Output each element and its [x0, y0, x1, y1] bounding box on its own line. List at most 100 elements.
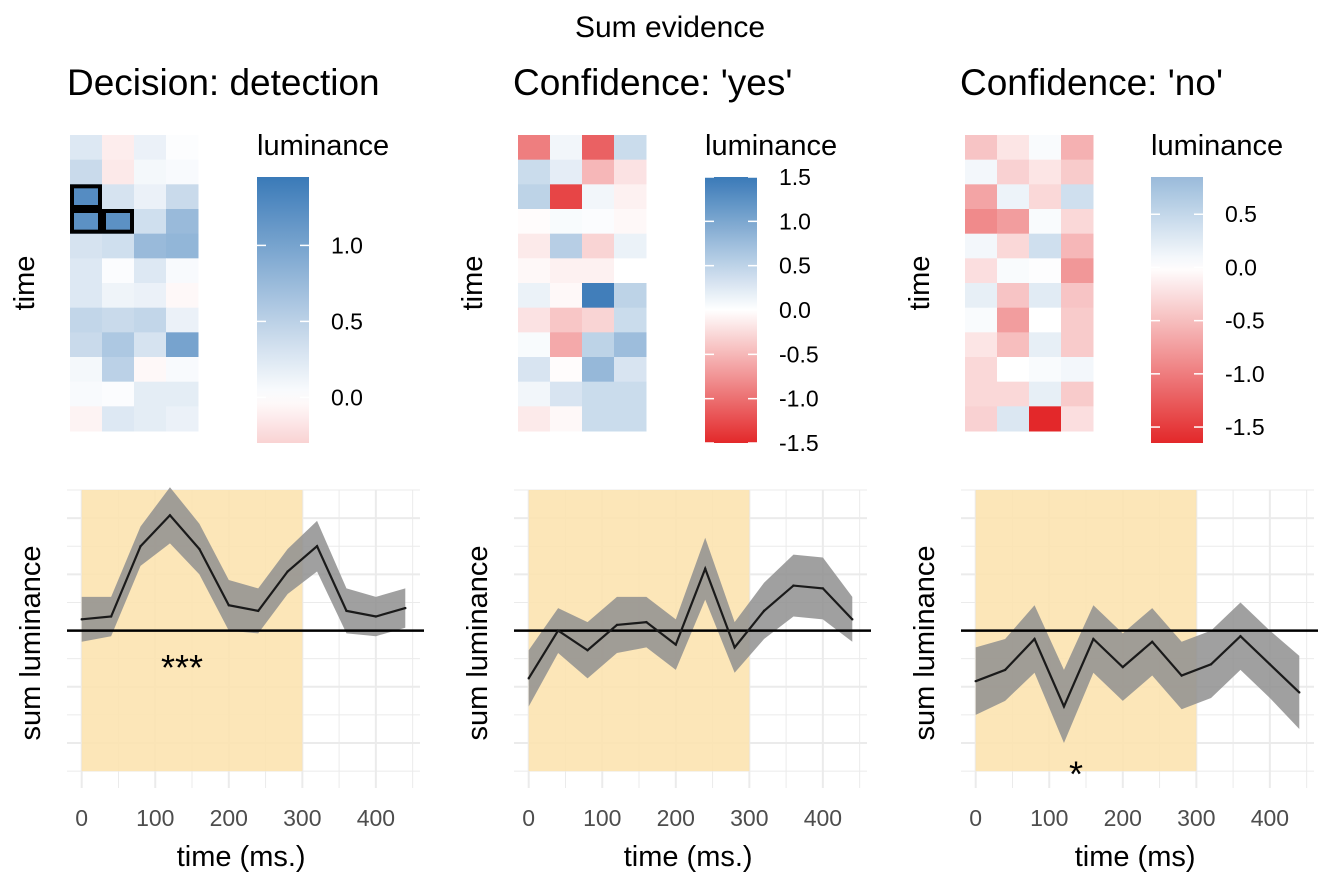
heatmap-cell: [1061, 307, 1094, 333]
panel-title: Decision: detection: [67, 62, 380, 103]
data-point: [674, 643, 677, 646]
x-tick-label: 100: [136, 805, 174, 831]
heatmap-cell: [102, 332, 135, 358]
heatmap-cell: [166, 159, 199, 185]
heatmap-cell: [550, 184, 583, 210]
data-point: [851, 618, 854, 621]
heatmap-cell: [997, 135, 1030, 161]
heatmap-cell: [997, 233, 1030, 259]
heatmap-cell: [1029, 381, 1062, 407]
heatmap-cell: [102, 283, 135, 309]
heatmap-cell: [550, 332, 583, 358]
data-point: [1298, 691, 1301, 694]
x-tick-label: 400: [357, 805, 395, 831]
y-axis-label: sum luminance: [15, 545, 47, 740]
x-axis-label: time (ms.): [624, 841, 753, 873]
legend-tick-label: 0.0: [1225, 254, 1257, 280]
heatmap-cell: [70, 381, 103, 407]
heatmap-cell: [518, 135, 551, 161]
data-point: [1121, 665, 1124, 669]
heatmap-cell: [614, 258, 647, 284]
heatmap-cell: [134, 184, 167, 210]
confidence-ribbon: [528, 537, 853, 707]
heatmap-cell: [1061, 357, 1094, 383]
heatmap-cell: [965, 159, 998, 185]
heatmap-cell: [1029, 209, 1062, 235]
heatmap-cell: [134, 307, 167, 333]
data-point: [792, 584, 795, 587]
heatmap-cell: [582, 258, 615, 284]
heatmap-panel-0: Decision: detection time luminance 1.0 0.5 0.…: [9, 62, 389, 443]
heatmap-cell: [166, 307, 199, 333]
heatmap-cell: [518, 283, 551, 309]
heatmap-cell: [997, 209, 1030, 235]
data-point: [198, 547, 201, 551]
panel-title: Confidence: 'no': [960, 62, 1223, 103]
legend-tick-label: 0.0: [779, 297, 811, 323]
heatmap-cell: [70, 233, 103, 259]
legend-tick-label: 1.0: [331, 232, 363, 258]
heatmap-cell: [1061, 209, 1094, 235]
data-point: [974, 679, 977, 683]
data-point: [315, 545, 319, 548]
heatmap-cell: [518, 233, 551, 259]
heatmap-cell: [614, 283, 647, 309]
x-tick-label: 0: [522, 805, 535, 831]
heatmap-cell: [614, 406, 647, 432]
heatmap-cell: [582, 135, 615, 161]
heatmap-cell: [582, 357, 615, 383]
heatmap-cell: [997, 406, 1030, 432]
heatmap-cell: [614, 209, 647, 235]
data-point: [374, 615, 378, 618]
heatmap-cell: [582, 233, 615, 259]
heatmap-highlight-box: [70, 184, 102, 209]
x-tick-label: 400: [804, 805, 842, 831]
heatmap-cell: [997, 381, 1030, 407]
heatmap-cell: [134, 258, 167, 284]
legend-tick-label: 0.5: [331, 308, 363, 334]
heatmap-cell: [1061, 332, 1094, 358]
heatmap-cell: [582, 209, 615, 235]
heatmap-y-axis-label: time: [904, 256, 936, 311]
heatmap-panel-2: Confidence: 'no' time luminance 0.5 0.0 -0.5 -…: [904, 62, 1283, 443]
heatmap-cell: [166, 135, 199, 161]
heatmap-cell: [518, 357, 551, 383]
x-tick-label: 400: [1251, 805, 1289, 831]
heatmap-cell: [1029, 283, 1062, 309]
data-point: [286, 570, 289, 573]
x-tick-label: 300: [283, 805, 321, 831]
legend-colorbar: [257, 177, 309, 443]
heatmap-cell: [518, 159, 551, 185]
heatmap-cell: [550, 283, 583, 309]
heatmap-cell: [965, 184, 998, 210]
legend-colorbar: [1151, 177, 1203, 443]
heatmap-cell: [1029, 406, 1062, 432]
heatmap-cell: [550, 381, 583, 407]
heatmap-cell: [550, 233, 583, 259]
heatmap-cell: [582, 406, 615, 432]
heatmap-cell: [965, 283, 998, 309]
heatmap-cell: [102, 184, 135, 210]
heatmap-cell: [102, 381, 135, 407]
data-point: [1062, 705, 1066, 708]
heatmap-cell: [134, 209, 167, 235]
data-point: [527, 677, 530, 680]
heatmap-cell: [965, 381, 998, 407]
heatmap-cell: [614, 233, 647, 259]
line-panel-0: *** 0 100 200 300 400 time (ms.) sum luminance: [15, 487, 424, 873]
x-tick-label: 0: [75, 805, 88, 831]
legend-tick-label: 1.0: [779, 208, 811, 234]
heatmap-cell: [550, 258, 583, 284]
heatmap-cell: [134, 357, 167, 383]
data-point: [109, 615, 113, 618]
heatmap-cell: [70, 159, 103, 185]
heatmap-cell: [614, 332, 647, 358]
heatmap-cell: [70, 357, 103, 383]
heatmap-cell: [965, 209, 998, 235]
heatmap-cell: [550, 307, 583, 333]
line-panel-1: 0 100 200 300 400 time (ms.) sum luminance: [462, 489, 871, 873]
heatmap-cell: [582, 307, 615, 333]
data-point: [1209, 663, 1213, 666]
heatmap-cell: [614, 184, 647, 210]
